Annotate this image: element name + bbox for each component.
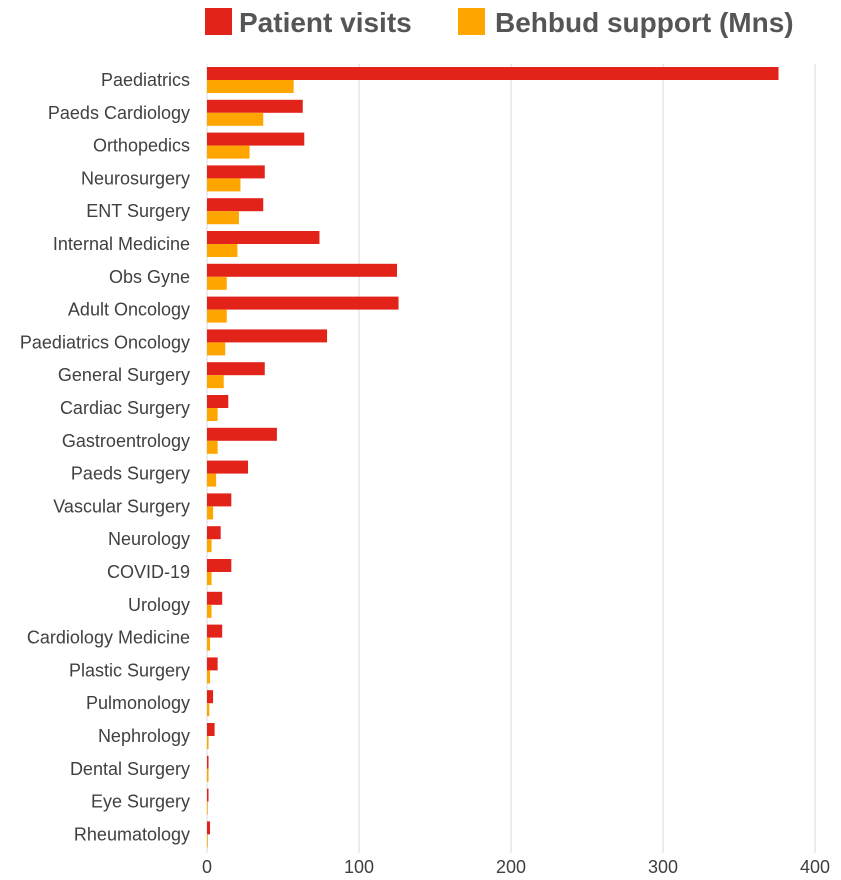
bar-patient-visits <box>207 165 265 179</box>
bar-behbud-support <box>207 506 214 520</box>
bar-patient-visits <box>207 788 209 802</box>
bar-behbud-support <box>207 112 264 126</box>
bar-behbud-support <box>207 801 208 815</box>
category-label: Paediatrics <box>101 70 190 90</box>
bar-behbud-support <box>207 440 218 454</box>
gridlines <box>206 64 816 853</box>
bar-behbud-support <box>207 604 212 618</box>
x-tick-label: 300 <box>648 857 678 877</box>
bar-patient-visits <box>207 460 249 474</box>
bar-behbud-support <box>207 375 224 389</box>
bar-behbud-support <box>207 80 294 93</box>
x-tick-label: 100 <box>344 857 374 877</box>
x-tick-label: 400 <box>800 857 830 877</box>
bar-behbud-support <box>207 768 209 782</box>
category-label: COVID-19 <box>107 562 190 582</box>
legend-label-behbud-support: Behbud support (Mns) <box>495 7 794 38</box>
category-label: Orthopedics <box>93 136 190 156</box>
category-label: Eye Surgery <box>91 792 190 812</box>
bar-patient-visits <box>207 67 779 80</box>
category-label: Neurology <box>108 529 190 549</box>
bar-patient-visits <box>207 362 265 376</box>
bar-patient-visits <box>207 690 214 704</box>
x-tick-label: 0 <box>202 857 212 877</box>
bar-behbud-support <box>207 244 238 257</box>
category-label: Dental Surgery <box>70 759 190 779</box>
category-label: Paeds Cardiology <box>48 103 190 123</box>
bar-patient-visits <box>207 329 328 343</box>
bars <box>207 67 779 848</box>
x-tick-label: 200 <box>496 857 526 877</box>
bar-patient-visits <box>207 559 232 572</box>
category-label: Rheumatology <box>74 824 190 844</box>
legend-swatch-patient-visits <box>205 8 232 35</box>
bar-behbud-support <box>207 178 241 192</box>
bar-behbud-support <box>207 145 250 159</box>
bar-behbud-support <box>207 637 211 651</box>
bar-patient-visits <box>207 624 223 638</box>
bar-patient-visits <box>207 723 215 736</box>
bar-behbud-support <box>207 342 226 356</box>
bar-behbud-support <box>207 736 209 749</box>
category-label: Paediatrics Oncology <box>20 332 190 352</box>
category-label: Obs Gyne <box>109 267 190 287</box>
category-label: Neurosurgery <box>81 168 190 188</box>
bar-patient-visits <box>207 395 229 408</box>
bar-behbud-support <box>207 309 227 323</box>
bar-patient-visits <box>207 296 399 310</box>
bar-behbud-support <box>207 572 212 585</box>
category-label: Gastroentrology <box>62 431 190 451</box>
category-label: Vascular Surgery <box>53 496 190 516</box>
category-label: Pulmonology <box>86 693 190 713</box>
category-label: Cardiac Surgery <box>60 398 190 418</box>
legend: Patient visits Behbud support (Mns) <box>205 7 794 38</box>
bar-behbud-support <box>207 473 217 487</box>
category-label: Nephrology <box>98 726 190 746</box>
bar-patient-visits <box>207 591 223 605</box>
bar-behbud-support <box>207 539 212 553</box>
bar-patient-visits <box>207 132 305 146</box>
bar-behbud-support <box>207 703 210 717</box>
category-label: Internal Medicine <box>53 234 190 254</box>
category-labels: Paediatrics Paeds Cardiology Orthopedics Ne… <box>20 70 190 844</box>
bar-patient-visits <box>207 198 264 212</box>
bar-behbud-support <box>207 408 218 421</box>
bar-patient-visits <box>207 526 221 540</box>
legend-swatch-behbud-support <box>458 8 485 35</box>
bar-behbud-support <box>207 211 239 225</box>
bar-patient-visits <box>207 821 211 835</box>
bar-patient-visits <box>207 231 320 244</box>
bar-patient-visits <box>207 657 218 671</box>
bar-patient-visits <box>207 263 397 277</box>
x-axis-tick-labels: 0 100 200 300 400 <box>202 857 830 877</box>
category-label: General Surgery <box>58 365 190 385</box>
category-label: Adult Oncology <box>68 300 190 320</box>
category-label: Cardiology Medicine <box>27 628 190 648</box>
bar-behbud-support <box>207 834 208 848</box>
category-label: ENT Surgery <box>86 201 190 221</box>
bar-patient-visits <box>207 427 277 441</box>
bar-behbud-support <box>207 276 227 290</box>
legend-label-patient-visits: Patient visits <box>239 7 412 38</box>
bar-behbud-support <box>207 670 211 684</box>
bar-patient-visits <box>207 493 232 507</box>
bar-patient-visits <box>207 755 209 769</box>
category-label: Paeds Surgery <box>71 464 190 484</box>
category-label: Plastic Surgery <box>69 660 190 680</box>
bar-patient-visits <box>207 99 303 113</box>
category-label: Urology <box>128 595 190 615</box>
